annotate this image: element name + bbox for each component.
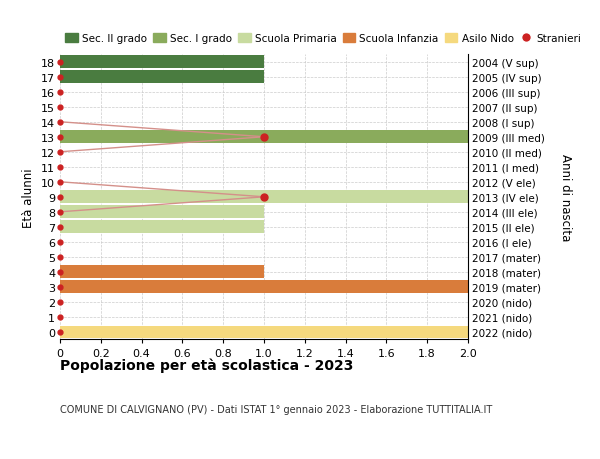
Text: COMUNE DI CALVIGNANO (PV) - Dati ISTAT 1° gennaio 2023 - Elaborazione TUTTITALIA: COMUNE DI CALVIGNANO (PV) - Dati ISTAT 1… xyxy=(60,404,492,414)
Y-axis label: Età alunni: Età alunni xyxy=(22,168,35,227)
Bar xyxy=(60,221,264,234)
Legend: Sec. II grado, Sec. I grado, Scuola Primaria, Scuola Infanzia, Asilo Nido, Stran: Sec. II grado, Sec. I grado, Scuola Prim… xyxy=(65,34,581,44)
Bar xyxy=(60,266,264,279)
Bar xyxy=(60,191,468,204)
Y-axis label: Anni di nascita: Anni di nascita xyxy=(559,154,572,241)
Bar xyxy=(60,131,468,144)
Bar xyxy=(60,71,264,84)
Bar xyxy=(60,326,468,339)
Bar xyxy=(60,281,468,294)
Text: Popolazione per età scolastica - 2023: Popolazione per età scolastica - 2023 xyxy=(60,358,353,373)
Bar xyxy=(60,206,264,219)
Bar xyxy=(60,56,264,69)
